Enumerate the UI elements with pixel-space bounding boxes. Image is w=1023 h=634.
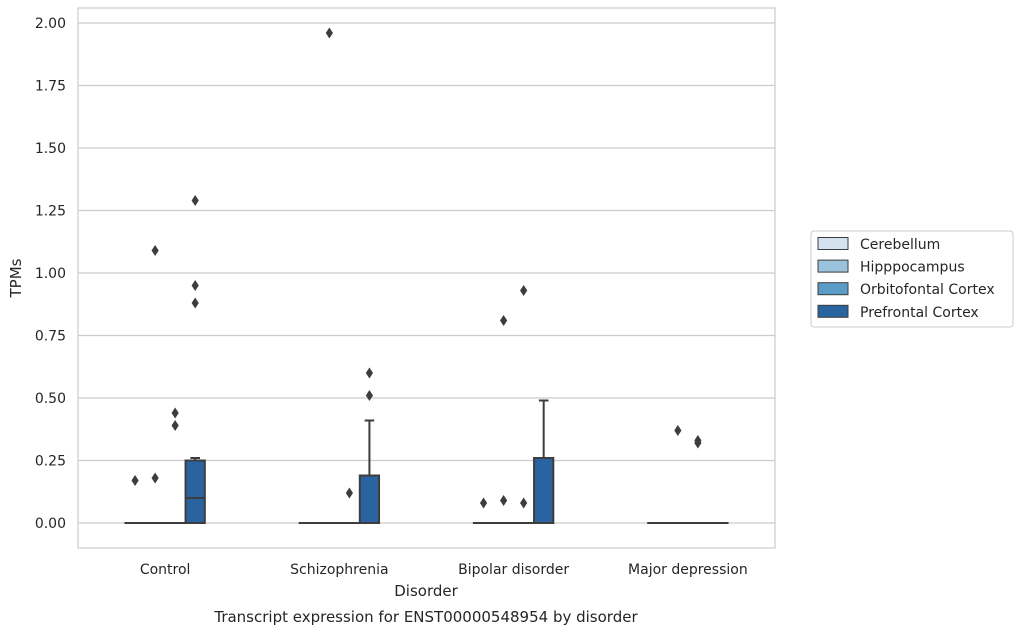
y-tick-label: 1.25 <box>35 204 66 220</box>
legend-label: Prefrontal Cortex <box>860 305 979 321</box>
outlier-point <box>365 390 374 401</box>
legend-swatch <box>817 282 849 296</box>
legend-swatch <box>817 237 849 250</box>
outlier-point <box>191 297 199 309</box>
legend: Cerebellum Hipppocampus Orbitofontal Corte… <box>810 230 1014 328</box>
box-cerebellum <box>124 475 146 525</box>
outlier-point <box>365 367 374 379</box>
outlier-point <box>171 420 179 431</box>
box-orbitofontal-cortex <box>338 487 361 525</box>
box <box>358 474 381 524</box>
chart-caption: Transcript expression for ENST0000054895… <box>213 608 638 626</box>
y-axis-ticks: 0.00 0.25 0.50 0.75 1.00 1.25 1.50 1.75 2.00 <box>35 16 66 532</box>
outlier-point <box>191 195 199 206</box>
x-tick-label: Control <box>140 562 191 578</box>
legend-swatch <box>817 259 849 273</box>
outlier-point <box>479 497 488 509</box>
box-cerebellum <box>472 497 495 525</box>
box <box>184 459 206 524</box>
box-hipppocampus <box>667 425 689 525</box>
x-tick-label: Schizophrenia <box>290 562 388 578</box>
y-tick-label: 1.75 <box>35 79 66 95</box>
x-tick-label: Major depression <box>628 562 748 578</box>
outlier-point <box>191 280 199 291</box>
y-tick-label: 1.00 <box>35 266 66 282</box>
outlier-point <box>520 285 528 296</box>
legend-label: Hipppocampus <box>860 260 965 276</box>
box-prefrontal-cortex <box>358 367 381 524</box>
x-tick-label: Bipolar disorder <box>458 562 569 578</box>
x-axis-ticks: Control Schizophrenia Bipolar disorder Majo… <box>140 562 748 578</box>
outlier-point <box>520 497 528 509</box>
outlier-point <box>151 245 159 256</box>
y-axis-label: TPMs <box>7 258 25 298</box>
outlier-point <box>325 27 333 39</box>
box-hipppocampus <box>144 245 166 525</box>
y-tick-label: 2.00 <box>35 16 66 32</box>
y-tick-label: 0.25 <box>35 454 66 470</box>
outlier-point <box>171 407 179 419</box>
y-tick-label: 1.50 <box>35 141 66 157</box>
box-orbitofontal-cortex <box>513 285 535 525</box>
y-tick-label: 0.75 <box>35 329 66 345</box>
box-hipppocampus <box>492 315 515 525</box>
outlier-point <box>674 425 682 436</box>
box-orbitofontal-cortex <box>164 407 186 525</box>
legend-label: Orbitofontal Cortex <box>860 282 995 298</box>
box-orbitofontal-cortex <box>687 435 709 525</box>
outlier-point <box>131 475 139 486</box>
x-axis-label: Disorder <box>394 582 458 600</box>
box-prefrontal-cortex <box>533 399 555 524</box>
y-tick-label: 0.50 <box>35 391 66 407</box>
plot-frame <box>77 7 776 549</box>
outlier-point <box>500 315 508 326</box>
gridlines <box>78 22 775 524</box>
box-hipppocampus <box>318 27 340 525</box>
legend-label: Cerebellum <box>860 237 940 253</box>
outlier-point <box>151 472 159 484</box>
box <box>533 457 555 524</box>
box-plots <box>124 27 729 525</box>
outlier-point <box>694 435 702 446</box>
outlier-point <box>345 487 353 499</box>
y-tick-label: 0.00 <box>35 516 66 532</box>
legend-swatch <box>817 304 849 318</box>
outlier-point <box>500 495 508 506</box>
legend-frame <box>810 230 1014 328</box>
box-prefrontal-cortex <box>184 195 206 524</box>
